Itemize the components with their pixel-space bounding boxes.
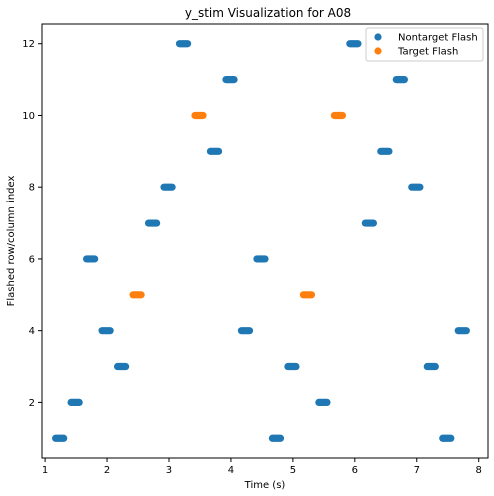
flash-mark: [144, 219, 161, 227]
flash-mark: [237, 327, 254, 335]
flash-mark: [206, 147, 223, 155]
legend-label-nontarget: Nontarget Flash: [398, 33, 478, 44]
y-tick-label: 10: [22, 111, 35, 122]
flash-mark: [423, 362, 439, 371]
flash-mark: [361, 219, 378, 227]
legend-marker-target: [374, 47, 382, 55]
y-axis: 2 4 6 8 10 12: [22, 39, 42, 409]
flash-mark: [175, 40, 192, 48]
flash-mark: [67, 398, 83, 407]
y-axis-label: Flashed row/column index: [6, 176, 17, 307]
flash-mark: [113, 362, 130, 371]
x-tick-label: 1: [42, 465, 48, 476]
flash-mark: [346, 40, 362, 48]
flash-mark: [330, 111, 347, 120]
x-tick-label: 8: [476, 465, 482, 476]
y-tick-label: 8: [29, 183, 35, 194]
flash-mark: [98, 327, 114, 335]
legend: Nontarget Flash Target Flash: [365, 27, 484, 62]
flash-mark: [222, 75, 238, 84]
plot-area: [41, 23, 489, 459]
flash-mark: [392, 75, 408, 84]
x-tick-label: 2: [104, 465, 110, 476]
series-nontarget-flash: [52, 40, 470, 442]
flash-mark: [299, 291, 316, 299]
y-tick-label: 2: [29, 398, 35, 409]
flash-mark: [377, 147, 393, 155]
y-tick-label: 4: [29, 326, 35, 337]
points-layer: [52, 40, 470, 442]
flash-mark: [52, 434, 68, 442]
x-axis: 1 2 3 4 5 6 7 8: [42, 458, 482, 476]
flash-mark: [408, 183, 424, 191]
chart-title: y_stim Visualization for A08: [185, 6, 351, 20]
flash-mark: [439, 434, 455, 442]
flash-mark: [253, 255, 269, 263]
flash-mark: [268, 434, 285, 442]
flash-mark: [315, 398, 331, 407]
flash-mark: [191, 111, 207, 120]
y-tick-label: 12: [22, 39, 35, 50]
flash-mark: [83, 255, 99, 263]
flash-mark: [454, 327, 470, 335]
legend-box: [365, 27, 484, 62]
x-tick-label: 6: [352, 465, 358, 476]
flash-mark: [160, 183, 176, 191]
flash-mark: [129, 291, 145, 299]
plot-frame: [41, 23, 489, 459]
x-axis-label: Time (s): [244, 480, 286, 491]
x-tick-label: 5: [290, 465, 296, 476]
x-tick-label: 4: [228, 465, 234, 476]
legend-marker-nontarget: [374, 33, 382, 41]
series-target-flash: [129, 111, 347, 299]
y-tick-label: 6: [29, 254, 35, 265]
legend-label-target: Target Flash: [397, 47, 458, 58]
x-tick-label: 3: [166, 465, 172, 476]
x-tick-label: 7: [414, 465, 420, 476]
flash-mark: [284, 362, 300, 371]
